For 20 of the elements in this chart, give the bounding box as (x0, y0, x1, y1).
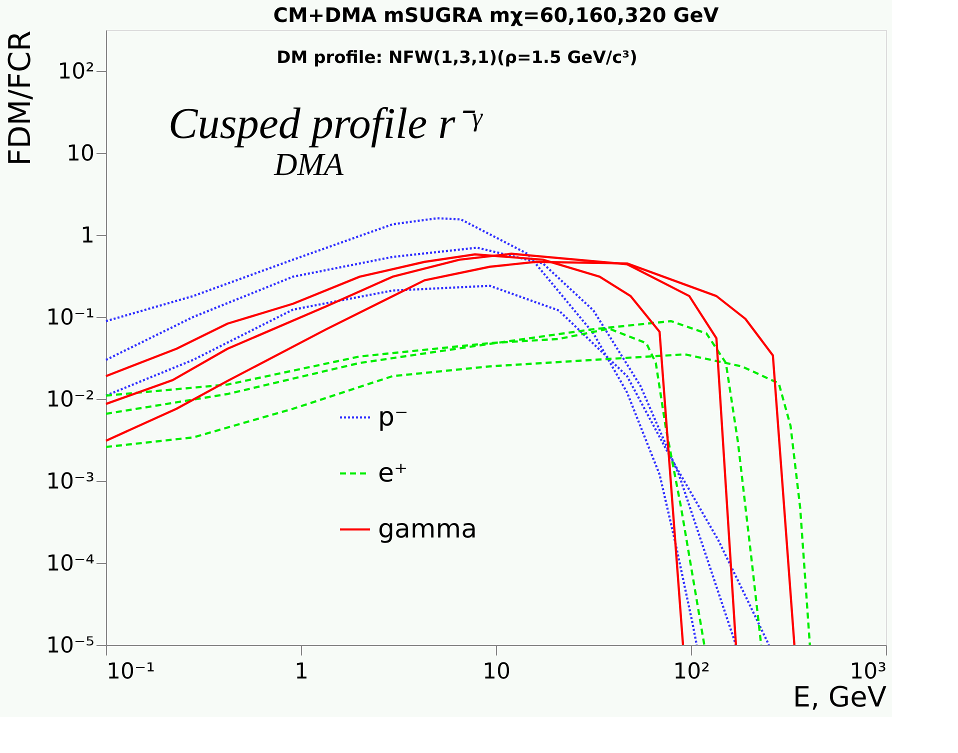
annotation: Cusped profile r⁻ᵞ (168, 99, 484, 148)
x-tick-label: 10² (673, 660, 710, 684)
y-tick-label: 10⁻⁴ (46, 551, 95, 576)
y-tick-label: 10² (58, 59, 94, 84)
y-axis-title: FDM/FCR (3, 30, 38, 166)
y-tick-label: 1 (80, 223, 94, 248)
y-tick-label: 10 (66, 141, 94, 166)
annotation: DMA (273, 146, 344, 182)
y-tick-label: 10⁻⁵ (46, 634, 94, 658)
legend-label: gamma (378, 514, 478, 544)
legend-label: e⁺ (378, 458, 408, 488)
annotation: DM profile: NFW(1,3,1)(ρ=1.5 GeV/c³) (276, 48, 638, 68)
x-tick-label: 1 (294, 660, 308, 684)
x-tick-label: 10⁻¹ (106, 660, 155, 684)
y-tick-label: 10⁻³ (46, 469, 94, 494)
legend-label: p⁻ (378, 402, 408, 432)
y-tick-label: 10⁻² (46, 387, 94, 412)
x-tick-label: 10 (482, 660, 510, 684)
chart-title: CM+DMA mSUGRA mχ=60,160,320 GeV (273, 3, 720, 27)
y-tick-label: 10⁻¹ (46, 305, 94, 330)
